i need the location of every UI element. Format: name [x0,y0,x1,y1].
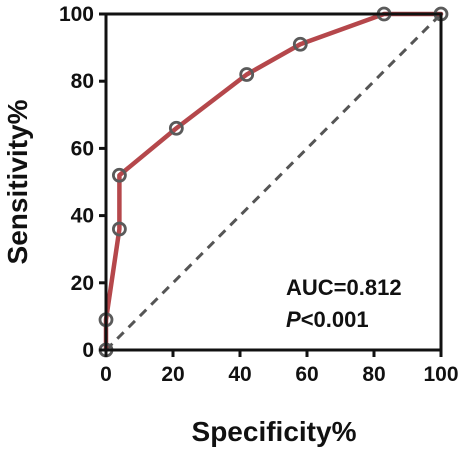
x-tick-label: 0 [100,363,112,386]
x-tick-label: 40 [228,363,251,386]
y-tick-label: 40 [71,205,94,228]
x-tick-label: 60 [295,363,318,386]
y-tick-label: 100 [59,3,94,26]
x-tick-label: 100 [423,363,458,386]
y-axis-title: Sensitivity% [2,99,33,264]
y-tick-label: 80 [71,70,94,93]
data-point [168,120,184,136]
data-point [112,167,127,183]
y-tick-label: 20 [71,272,94,295]
y-tick-label: 0 [82,339,94,362]
y-tick-label: 60 [71,137,94,160]
x-tick-label: 80 [362,363,385,386]
data-point [292,36,308,52]
tick-layer: 0 20 40 60 80 100 0 20 40 60 80 100 [59,3,459,386]
p-italic: P [286,307,301,332]
x-axis-title: Specificity% [192,416,357,447]
p-value-annotation: P<0.001 [286,307,369,332]
data-point [112,221,127,237]
x-tick-label: 20 [161,363,184,386]
data-point [239,67,255,82]
axis-layer [104,12,443,352]
p-rest: <0.001 [301,307,369,332]
roc-curve [103,11,444,353]
auc-annotation: AUC=0.812 [286,275,402,300]
plot-frame [104,12,443,352]
